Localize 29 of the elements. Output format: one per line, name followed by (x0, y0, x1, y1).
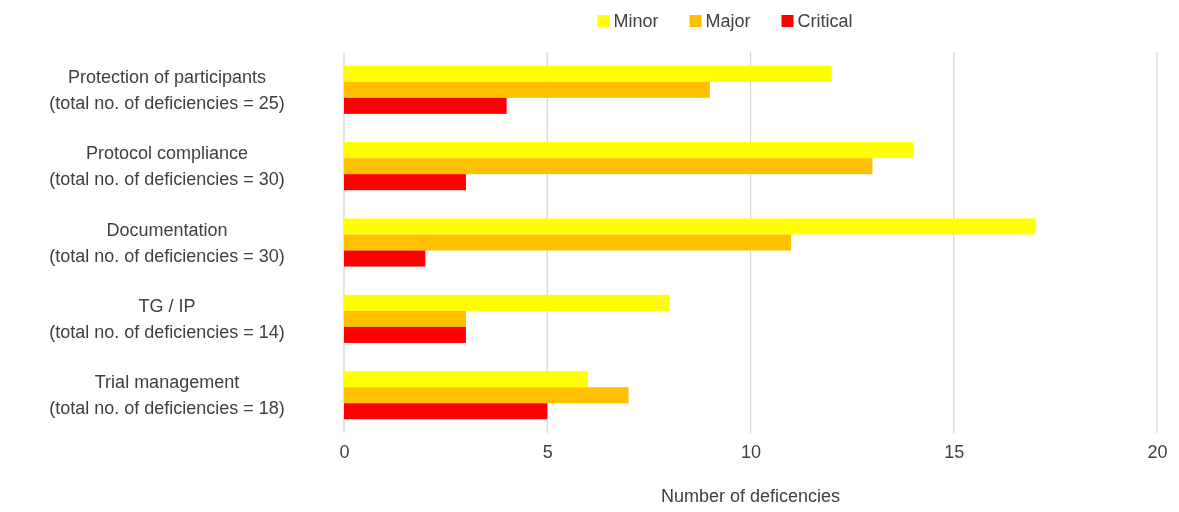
bar (344, 218, 1036, 235)
x-axis-title: Number of deficencies (660, 486, 841, 506)
bar (344, 371, 588, 388)
legend-label: Minor (613, 11, 659, 31)
x-tick-label: 20 (1147, 441, 1168, 462)
y-tick-label: Protection of participants (total no. of deficiencies = 25) (49, 66, 285, 113)
bar (344, 97, 507, 114)
y-tick-label: Trial management (total no. of deficiencies = 18) (49, 372, 285, 419)
y-tick-label: TG / IP (total no. of deficiencies = 14) (49, 295, 285, 342)
bar (344, 250, 426, 267)
legend-label: Critical (797, 11, 853, 31)
x-tick-label: 10 (740, 441, 762, 462)
bar (344, 81, 710, 98)
bar (344, 403, 548, 420)
bar (344, 234, 792, 251)
bar (344, 142, 914, 159)
bar (344, 65, 832, 82)
bar (344, 158, 873, 175)
bar (344, 294, 670, 311)
bar (344, 387, 629, 404)
legend-label: Major (705, 11, 751, 31)
bar (344, 174, 466, 191)
y-tick-label: Documentation (total no. of deficiencies = 30) (49, 219, 285, 266)
x-tick-label: 5 (542, 441, 553, 462)
bar (344, 310, 466, 327)
x-tick-label: 15 (944, 441, 965, 462)
bar (344, 326, 466, 343)
y-tick-label: Protocol compliance (total no. of deficiencies = 30) (49, 143, 285, 190)
x-tick-label: 0 (339, 441, 350, 462)
